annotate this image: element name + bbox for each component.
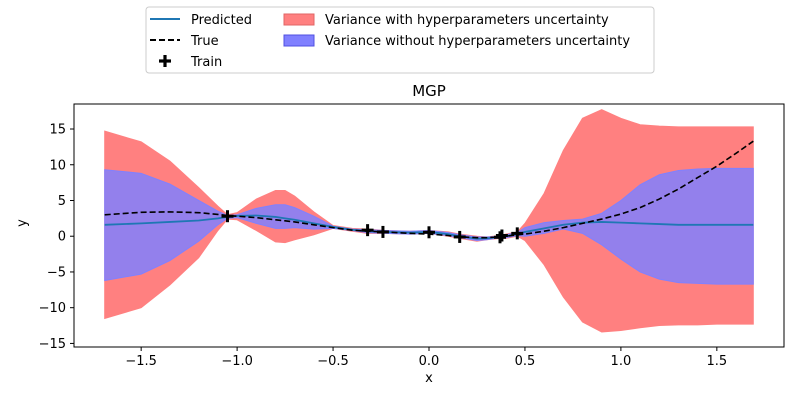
y-tick-label: −10: [39, 301, 66, 316]
legend-label: True: [190, 34, 219, 49]
legend-item: Train: [159, 55, 222, 70]
y-tick-label: 0: [58, 230, 66, 245]
legend-item: Variance without hyperparameters uncerta…: [283, 34, 630, 49]
legend-swatch: [283, 34, 315, 47]
train-point: [511, 227, 524, 240]
train-point: [494, 231, 506, 244]
x-tick-label: −1.5: [125, 354, 157, 369]
legend-item: True: [150, 34, 219, 49]
legend-label: Train: [190, 55, 222, 70]
variance-band-with-hyper: [104, 109, 754, 333]
y-tick-label: 10: [49, 158, 66, 173]
train-point: [376, 225, 389, 238]
legend-item: Variance with hyperparameters uncertaint…: [283, 13, 609, 28]
x-axis: −1.5 −1.0 −0.5 0.0 0.5 1.0 1.5: [125, 347, 727, 369]
y-tick-label: 15: [49, 123, 66, 138]
train-point: [221, 210, 234, 223]
train-point: [423, 226, 435, 239]
legend: Predicted Variance with hyperparameters u…: [145, 6, 655, 74]
legend-label: Variance without hyperparameters uncerta…: [325, 34, 630, 49]
x-tick-label: 0.5: [515, 354, 536, 369]
legend-frame: [145, 6, 655, 74]
true-line: [104, 140, 754, 239]
x-tick-label: 0.0: [419, 354, 440, 369]
y-tick-label: −15: [39, 337, 66, 352]
legend-label: Predicted: [191, 13, 252, 28]
x-tick-label: 1.0: [611, 354, 632, 369]
legend-item: Predicted: [150, 13, 252, 28]
train-point: [495, 229, 508, 242]
y-axis-label: y: [15, 219, 30, 227]
train-point: [453, 230, 466, 243]
x-tick-label: −0.5: [317, 354, 349, 369]
x-tick-label: −1.0: [221, 354, 253, 369]
x-axis-label: x: [425, 371, 433, 386]
legend-label: Variance with hyperparameters uncertaint…: [325, 13, 609, 28]
y-axis: −15 −10 −5 0 5 10 15: [39, 123, 74, 352]
variance-band-without-hyper: [104, 167, 754, 285]
chart-title: MGP: [412, 82, 446, 100]
legend-swatch: [283, 13, 315, 26]
x-tick-label: 1.5: [706, 354, 727, 369]
y-tick-label: 5: [58, 194, 66, 209]
train-point: [361, 224, 374, 237]
y-tick-label: −5: [47, 265, 66, 280]
